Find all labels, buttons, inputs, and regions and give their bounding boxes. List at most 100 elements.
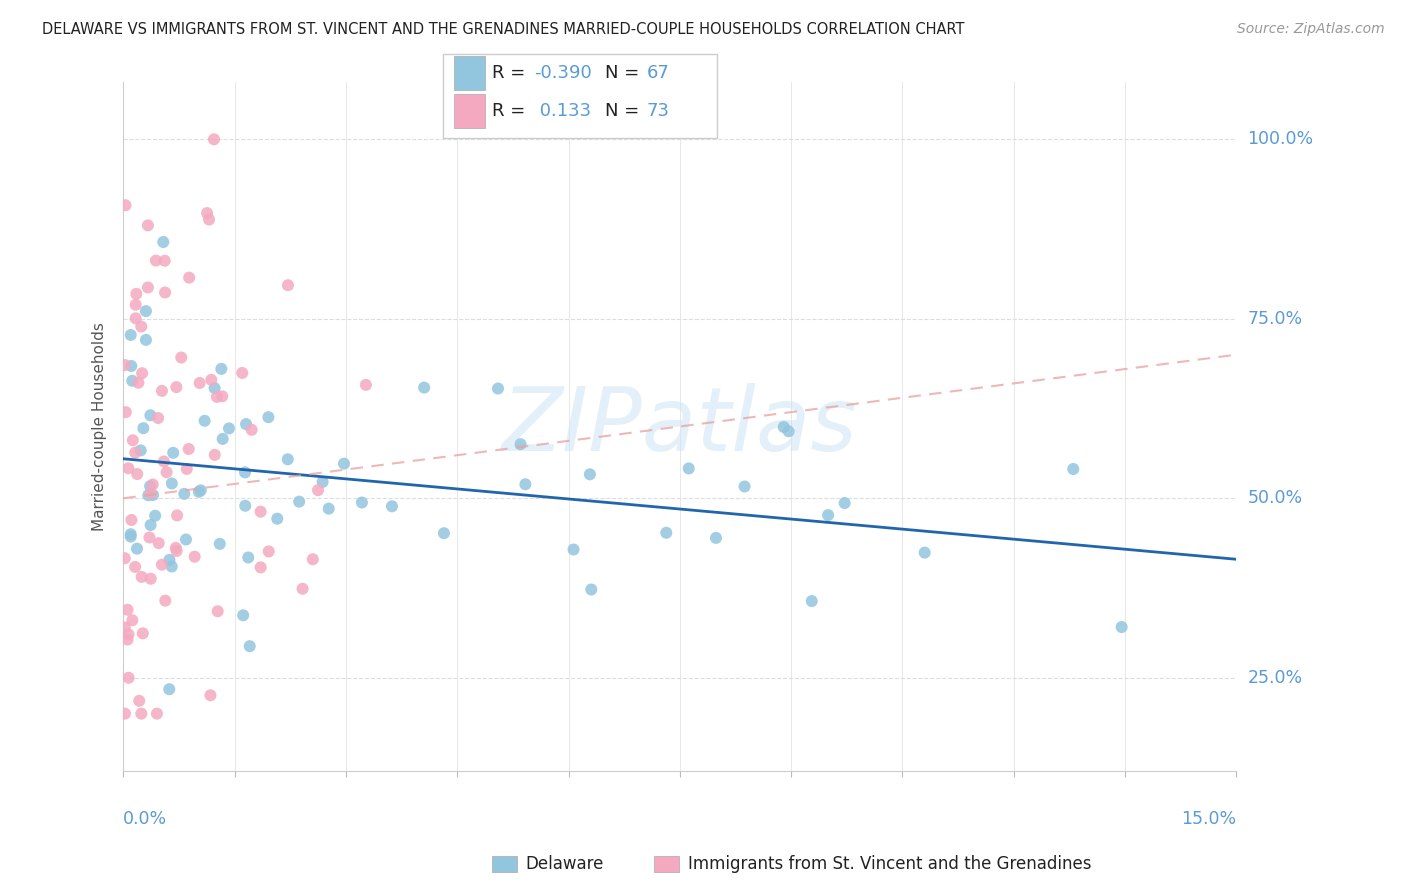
Point — [166, 508, 188, 523]
Point — [433, 526, 456, 541]
Point — [914, 545, 936, 559]
Point — [208, 537, 231, 551]
Point — [152, 235, 174, 249]
Point — [211, 432, 233, 446]
Point — [486, 382, 509, 396]
Point — [579, 467, 602, 482]
Point — [160, 559, 183, 574]
Point — [156, 465, 179, 479]
Point — [200, 373, 222, 387]
Text: 50.0%: 50.0% — [1247, 490, 1303, 508]
Point — [307, 483, 329, 498]
Point — [125, 541, 148, 556]
Point — [170, 351, 193, 365]
Point — [131, 366, 153, 380]
Point — [772, 420, 794, 434]
Text: R =: R = — [492, 103, 531, 120]
Point — [120, 530, 142, 544]
Point — [678, 461, 700, 475]
Text: 15.0%: 15.0% — [1181, 810, 1236, 828]
Text: 75.0%: 75.0% — [1247, 310, 1303, 327]
Text: 0.133: 0.133 — [534, 103, 592, 120]
Point — [124, 445, 146, 459]
Point — [153, 253, 176, 268]
Point — [124, 560, 146, 574]
Point — [188, 376, 211, 390]
Point — [204, 381, 226, 395]
Point — [139, 409, 162, 423]
Point — [562, 542, 585, 557]
Point — [581, 582, 603, 597]
Point — [162, 446, 184, 460]
Point — [350, 495, 373, 509]
Point — [834, 496, 856, 510]
Point — [120, 328, 142, 343]
Text: R =: R = — [492, 64, 531, 82]
Point — [198, 212, 221, 227]
Point — [127, 467, 149, 481]
Point — [117, 627, 139, 641]
Point — [114, 198, 136, 212]
Point — [266, 511, 288, 525]
Point — [235, 417, 257, 431]
Point — [194, 414, 217, 428]
Point — [354, 377, 377, 392]
Point — [153, 285, 176, 300]
Point — [166, 544, 188, 558]
Point — [136, 488, 159, 502]
Point — [239, 639, 262, 653]
Point — [114, 405, 136, 419]
Point — [139, 486, 162, 500]
Point — [125, 286, 148, 301]
Point — [127, 376, 149, 390]
Text: 25.0%: 25.0% — [1247, 669, 1303, 687]
Point — [121, 434, 143, 448]
Text: Immigrants from St. Vincent and the Grenadines: Immigrants from St. Vincent and the Gren… — [688, 855, 1091, 873]
Point — [318, 501, 340, 516]
Point — [142, 488, 165, 502]
Point — [195, 206, 218, 220]
Point — [146, 706, 169, 721]
Text: Delaware: Delaware — [526, 855, 605, 873]
Point — [515, 477, 537, 491]
Point — [218, 421, 240, 435]
Text: -0.390: -0.390 — [534, 64, 592, 82]
Point — [288, 494, 311, 508]
Point — [277, 452, 299, 467]
Text: N =: N = — [605, 64, 644, 82]
Text: 100.0%: 100.0% — [1247, 130, 1313, 148]
Point — [202, 132, 225, 146]
Point — [114, 620, 136, 634]
Text: ZIPatlas: ZIPatlas — [502, 384, 858, 469]
Point — [145, 253, 167, 268]
Text: Source: ZipAtlas.com: Source: ZipAtlas.com — [1237, 22, 1385, 37]
Text: N =: N = — [605, 103, 644, 120]
Point — [121, 613, 143, 627]
Point — [159, 553, 181, 567]
Point — [114, 551, 136, 566]
Point — [734, 479, 756, 493]
Point — [153, 454, 176, 468]
Point — [155, 593, 177, 607]
Point — [291, 582, 314, 596]
Point — [165, 380, 187, 394]
Point — [249, 560, 271, 574]
Point — [211, 389, 233, 403]
Point — [114, 706, 136, 721]
Point — [139, 572, 162, 586]
Point — [131, 570, 153, 584]
Point — [238, 550, 260, 565]
Y-axis label: Married-couple Households: Married-couple Households — [93, 322, 107, 531]
Point — [232, 608, 254, 623]
Point — [209, 362, 232, 376]
Point — [117, 671, 139, 685]
Point — [129, 319, 152, 334]
Point — [240, 423, 263, 437]
Point — [131, 706, 153, 721]
Point — [117, 632, 139, 647]
Point — [148, 536, 170, 550]
Point — [117, 461, 139, 475]
Point — [233, 499, 256, 513]
Text: 0.0%: 0.0% — [124, 810, 167, 828]
Point — [165, 541, 187, 555]
